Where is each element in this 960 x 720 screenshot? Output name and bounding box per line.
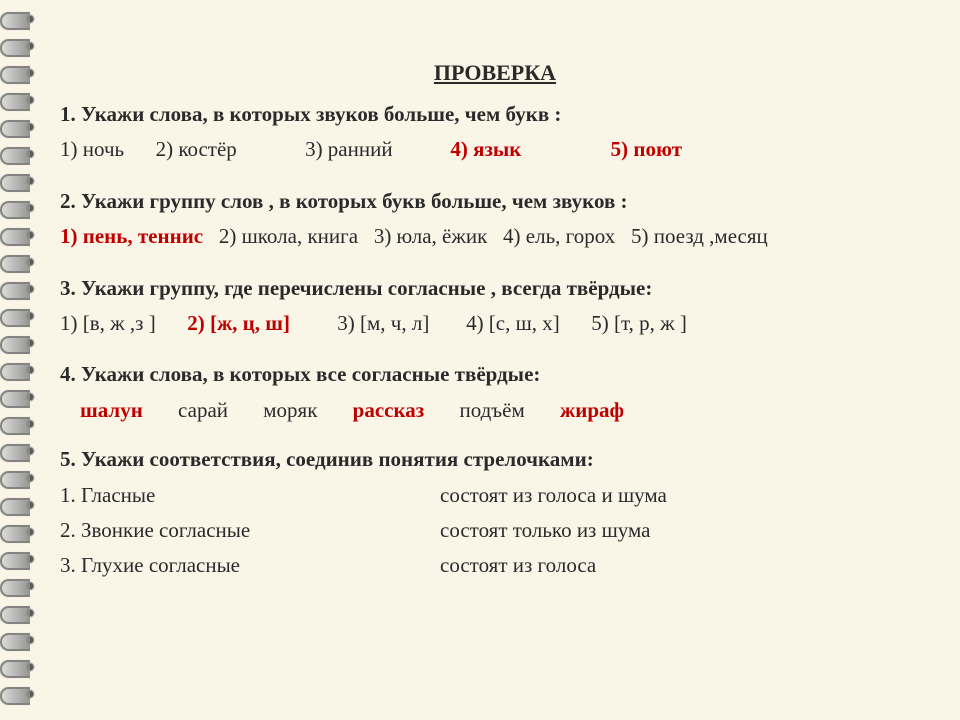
q5-left1: 1. Гласные (60, 481, 440, 510)
q3-opt5: 5) [т, р, ж ] (591, 311, 687, 335)
q4-w6: жираф (560, 396, 624, 425)
q1-opt5: 5) поют (611, 137, 682, 161)
q1-opt2: 2) костёр (156, 137, 237, 161)
q5-prompt: 5. Укажи соответствия, соединив понятия … (60, 445, 930, 474)
q2-opt3: 3) юла, ёжик (374, 224, 487, 248)
q1-prompt: 1. Укажи слова, в которых звуков больше,… (60, 100, 930, 129)
q1-opt4: 4) язык (450, 137, 521, 161)
q2-opt4: 4) ель, горох (503, 224, 615, 248)
question-5: 5. Укажи соответствия, соединив понятия … (60, 445, 930, 581)
q3-opt1: 1) [в, ж ,з ] (60, 311, 156, 335)
q4-w4: рассказ (353, 396, 425, 425)
q5-row1: 1. Гласные состоят из голоса и шума (60, 481, 930, 510)
q4-words: шалун сарай моряк рассказ подъём жираф (60, 396, 930, 425)
q5-row3: 3. Глухие согласные состоят из голоса (60, 551, 930, 580)
q5-right2: состоят только из шума (440, 516, 650, 545)
q5-row2: 2. Звонкие согласные состоят только из ш… (60, 516, 930, 545)
spiral-binding (6, 0, 42, 720)
q4-w2: сарай (178, 396, 228, 425)
q5-left3: 3. Глухие согласные (60, 551, 440, 580)
q3-prompt: 3. Укажи группу, где перечислены согласн… (60, 274, 930, 303)
question-1: 1. Укажи слова, в которых звуков больше,… (60, 100, 930, 165)
q5-right1: состоят из голоса и шума (440, 481, 667, 510)
q3-opt4: 4) [с, ш, х] (466, 311, 560, 335)
page-title: ПРОВЕРКА (60, 60, 930, 86)
q4-w5: подъём (459, 396, 524, 425)
question-2: 2. Укажи группу слов , в которых букв бо… (60, 187, 930, 252)
q3-opt3: 3) [м, ч, л] (337, 311, 429, 335)
q2-prompt: 2. Укажи группу слов , в которых букв бо… (60, 187, 930, 216)
q4-w3: моряк (263, 396, 317, 425)
q4-w1: шалун (80, 396, 143, 425)
q2-opt1: 1) пень, теннис (60, 224, 203, 248)
q5-left2: 2. Звонкие согласные (60, 516, 440, 545)
q3-options: 1) [в, ж ,з ] 2) [ж, ц, ш] 3) [м, ч, л] … (60, 309, 930, 338)
q2-opt2: 2) школа, книга (219, 224, 358, 248)
q1-opt3: 3) ранний (305, 137, 393, 161)
question-4: 4. Укажи слова, в которых все согласные … (60, 360, 930, 425)
q2-opt5: 5) поезд ,месяц (631, 224, 768, 248)
slide-content: ПРОВЕРКА 1. Укажи слова, в которых звуко… (60, 60, 930, 581)
q3-opt2: 2) [ж, ц, ш] (187, 311, 290, 335)
q1-opt1: 1) ночь (60, 137, 124, 161)
q1-options: 1) ночь 2) костёр 3) ранний 4) язык 5) п… (60, 135, 930, 164)
q4-prompt: 4. Укажи слова, в которых все согласные … (60, 360, 930, 389)
question-3: 3. Укажи группу, где перечислены согласн… (60, 274, 930, 339)
q5-right3: состоят из голоса (440, 551, 596, 580)
q2-options: 1) пень, теннис 2) школа, книга 3) юла, … (60, 222, 930, 251)
